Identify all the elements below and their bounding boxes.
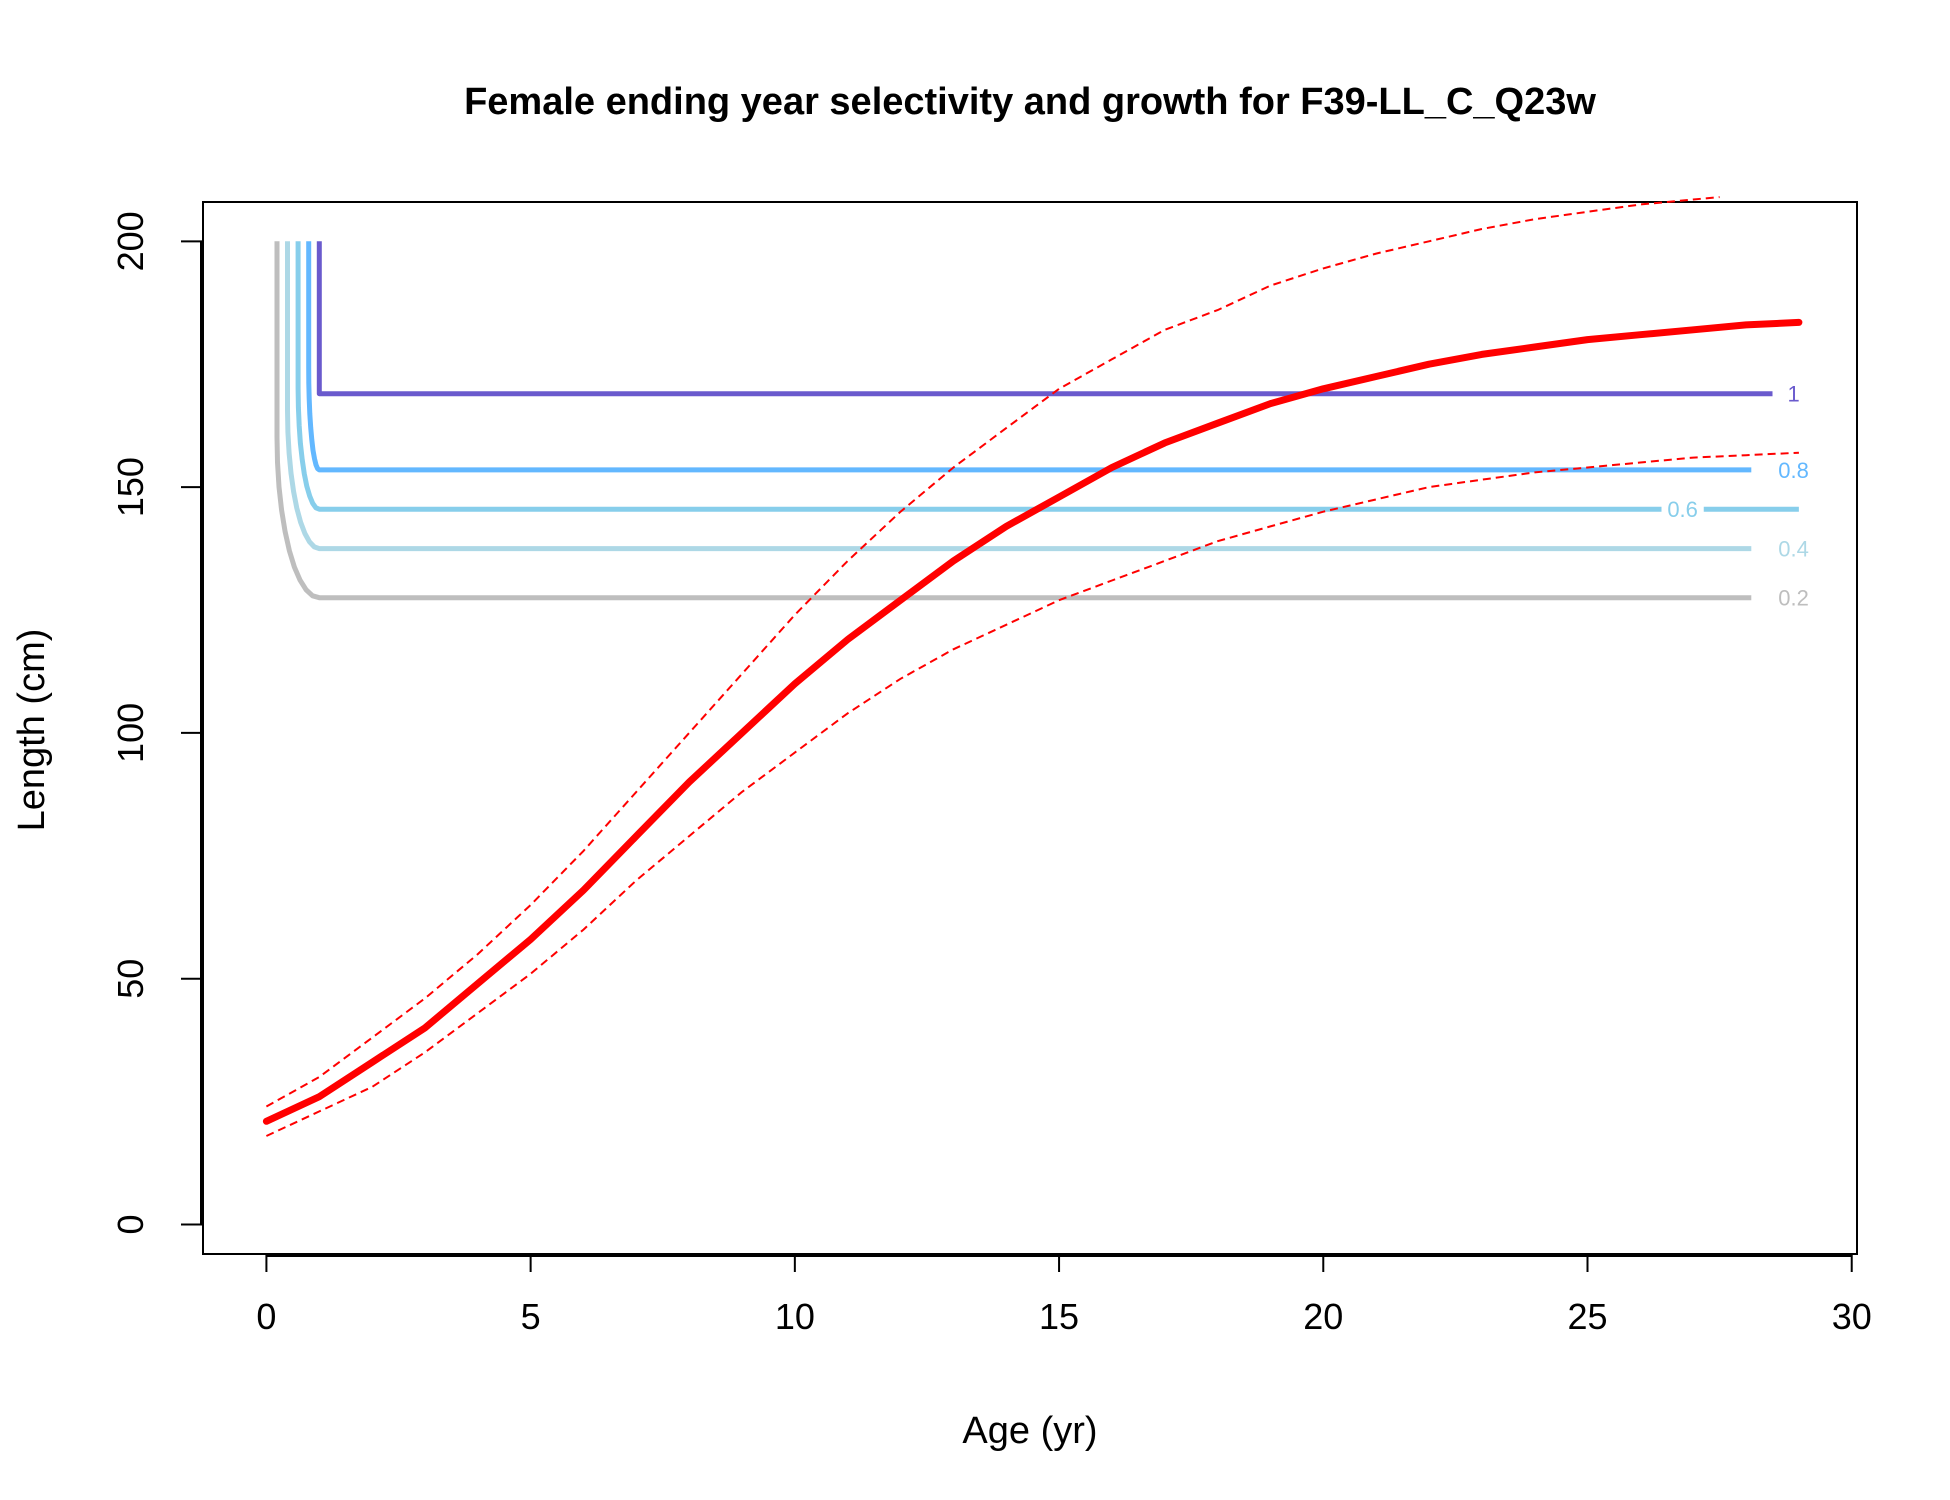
contour-line bbox=[295, 241, 1662, 512]
y-tick-label: 150 bbox=[110, 457, 151, 517]
selectivity-contours: 1 0.8 0.6 0.4 0.2 bbox=[274, 241, 1809, 611]
y-tick-label: 0 bbox=[110, 1214, 151, 1234]
contour-line bbox=[285, 241, 1752, 552]
x-axis-label: Age (yr) bbox=[962, 1410, 1097, 1452]
contour-label: 0.2 bbox=[1778, 586, 1809, 611]
x-tick-label: 20 bbox=[1303, 1296, 1343, 1337]
y-tick-label: 100 bbox=[110, 703, 151, 763]
plot-frame bbox=[202, 201, 1858, 1255]
contour-label: 0.8 bbox=[1778, 458, 1809, 483]
x-tick-label: 10 bbox=[775, 1296, 815, 1337]
x-tick-label: 25 bbox=[1567, 1296, 1607, 1337]
x-tick-label: 5 bbox=[521, 1296, 541, 1337]
y-tick-label: 200 bbox=[110, 211, 151, 271]
contour-line bbox=[274, 241, 1752, 601]
growth-mean-line bbox=[262, 318, 1803, 1125]
x-tick-label: 0 bbox=[256, 1296, 276, 1337]
y-axis-label: Length (cm) bbox=[11, 629, 53, 832]
growth-lower-ci-line bbox=[265, 451, 1799, 1137]
x-tick-label: 15 bbox=[1039, 1296, 1079, 1337]
growth-curves bbox=[262, 196, 1803, 1137]
contour-line bbox=[316, 241, 1773, 397]
chart-title: Female ending year selectivity and growt… bbox=[464, 81, 1596, 123]
x-axis: 0 5 10 15 20 25 30 bbox=[256, 1254, 1872, 1337]
growth-upper-ci-line bbox=[265, 196, 1720, 1108]
y-tick-label: 50 bbox=[110, 959, 151, 999]
contour-label: 1 bbox=[1787, 382, 1799, 407]
contour-label: 0.6 bbox=[1667, 497, 1698, 522]
contour-line bbox=[306, 241, 1752, 473]
x-tick-label: 30 bbox=[1832, 1296, 1872, 1337]
contour-label: 0.4 bbox=[1778, 537, 1809, 562]
y-axis: 0 50 100 150 200 bbox=[110, 211, 203, 1235]
